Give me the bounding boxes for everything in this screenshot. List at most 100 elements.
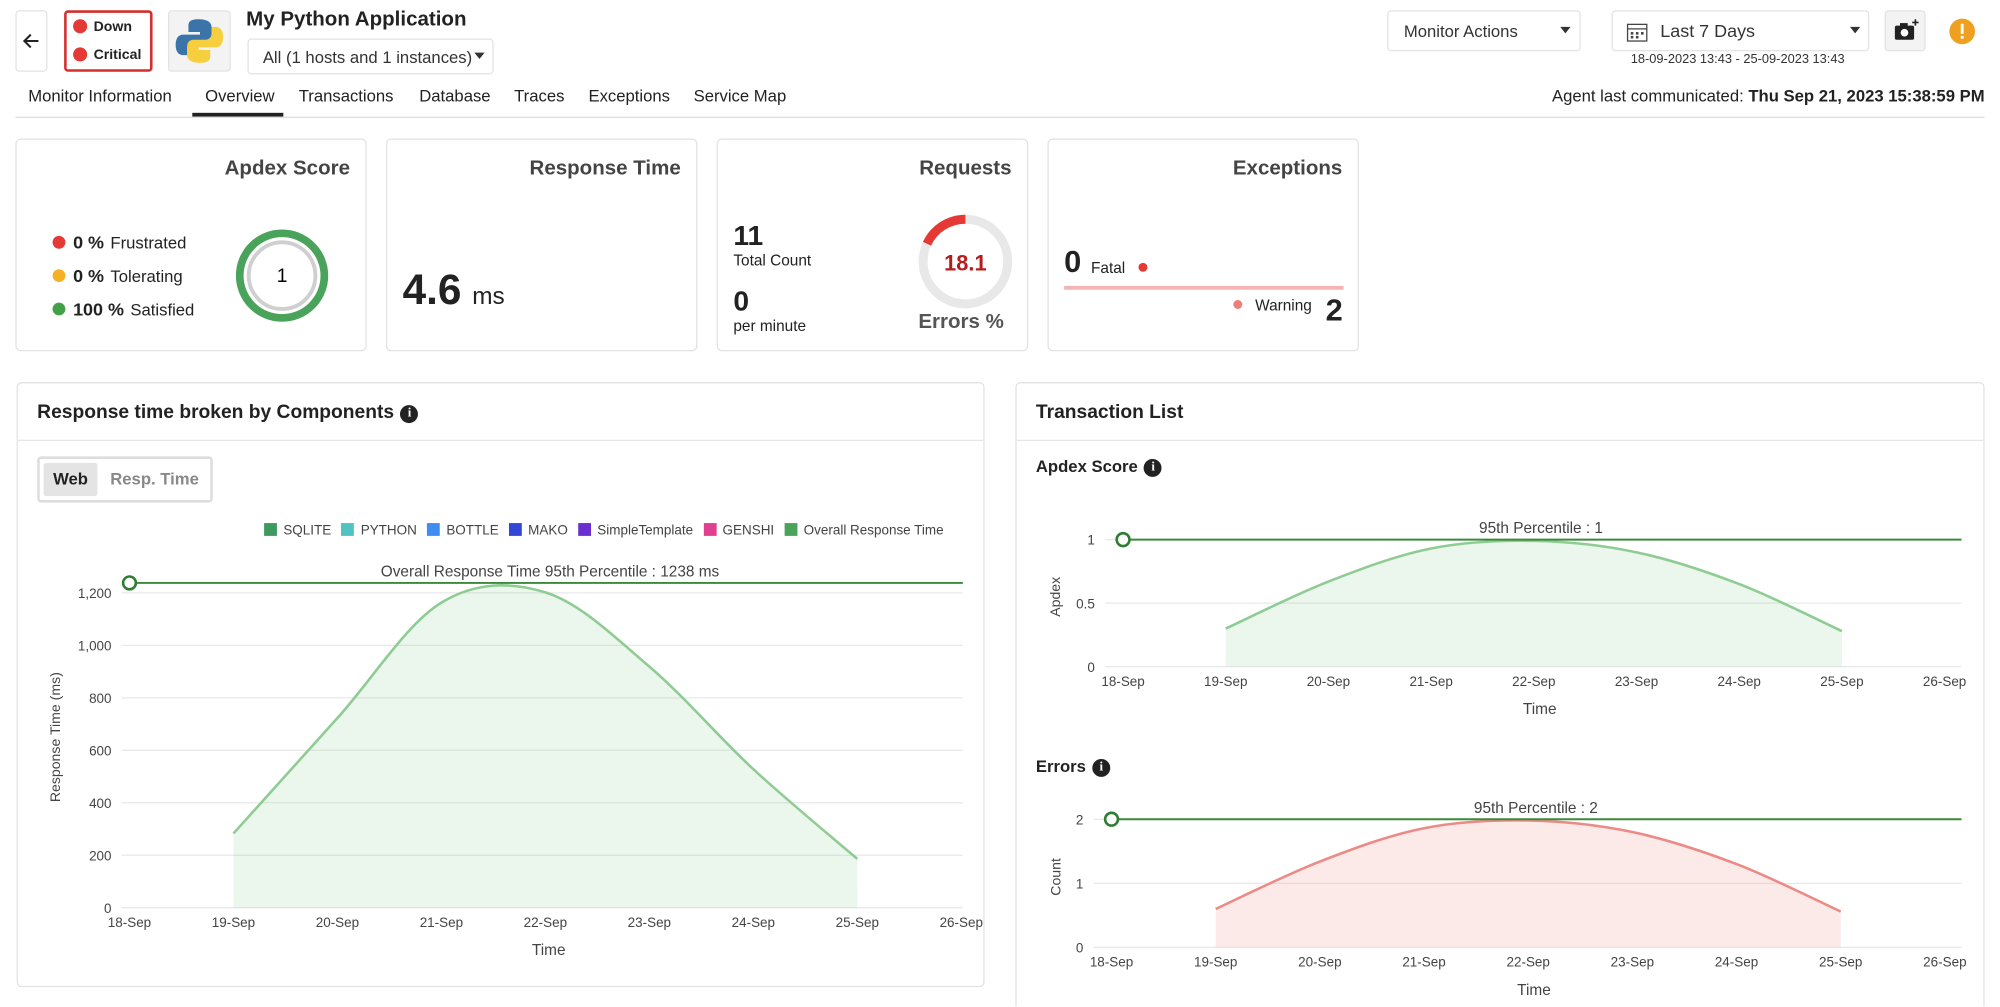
rate-label: per minute: [733, 316, 807, 335]
panel-header: Response time broken by Components i: [17, 383, 984, 442]
percentile-marker: [1103, 811, 1120, 827]
toggle-option[interactable]: Resp. Time: [110, 469, 199, 489]
calendar-icon: [1626, 23, 1648, 42]
monitor-actions[interactable]: Monitor Actions: [1387, 10, 1581, 52]
date-range: 18-09-2023 13:43 - 25-09-2023 13:43: [1630, 52, 1845, 67]
row-value: 100 %: [73, 298, 124, 320]
rate: 0: [733, 284, 750, 317]
response-value: 4.6 ms: [403, 265, 505, 314]
row-value: 0 %: [73, 232, 105, 253]
y-tick-label: 200: [89, 848, 111, 863]
warning-count: 2: [1325, 293, 1343, 329]
percentile-marker: [1115, 531, 1131, 548]
area: [233, 585, 858, 908]
card-title: Apdex Score: [224, 157, 350, 180]
x-tick-label: 19-Sep: [212, 915, 255, 930]
y-tick-label: 0.5: [1076, 596, 1095, 611]
x-tick-label: 26-Sep: [940, 915, 983, 930]
legend-swatch: [427, 523, 440, 536]
caret: [1849, 26, 1861, 34]
legend-swatch: [341, 523, 355, 536]
chart-heading: Errors i: [1035, 756, 1111, 777]
tab[interactable]: Database: [419, 85, 491, 106]
area: [1225, 540, 1842, 667]
legend: SQLITE PYTHON BOTTLE MAKO SimpleTemplate GENS…: [192, 523, 944, 539]
legend-item[interactable]: BOTTLE: [427, 523, 499, 538]
transactions-panel: Transaction List Apdex Score i Errors i: [1015, 382, 1985, 1007]
legend-label: MAKO: [528, 523, 568, 539]
x-tick-label: 26-Sep: [1923, 955, 1966, 970]
card-title: Exceptions: [1232, 157, 1343, 180]
legend-item[interactable]: SQLITE: [264, 523, 331, 538]
python-logo: [175, 19, 224, 63]
errors-donut: 18.1: [918, 214, 1013, 309]
info-icon[interactable]: i: [1092, 758, 1111, 777]
chart-heading: Apdex Score i: [1035, 456, 1163, 477]
row-label: Frustrated: [110, 233, 187, 253]
alert-icon[interactable]: [1949, 18, 1976, 45]
x-tick-label: 22-Sep: [524, 915, 567, 930]
y-tick-label: 1: [1076, 876, 1083, 891]
y-axis-title: Apdex: [1047, 577, 1063, 617]
heading-text: Errors: [1035, 756, 1086, 776]
apdex-row: 100 % Satisfied: [52, 298, 195, 320]
view-toggle: Web Resp. Time: [37, 456, 213, 503]
tab[interactable]: Exceptions: [588, 85, 670, 106]
app-title: My Python Application: [246, 8, 467, 31]
tab[interactable]: Transactions: [298, 85, 394, 106]
legend-item[interactable]: MAKO: [508, 523, 568, 539]
x-tick-label: 26-Sep: [1923, 674, 1966, 689]
errors-arc: [922, 214, 966, 246]
agent-info: Agent last communicated: Thu Sep 21, 202…: [1552, 86, 1985, 105]
instance-dropdown[interactable]: All (1 hosts and 1 instances): [247, 38, 494, 75]
x-axis-title: Time: [532, 942, 566, 959]
percentile-label: 95th Percentile : 2: [1474, 800, 1598, 817]
legend-item[interactable]: SimpleTemplate: [578, 523, 693, 538]
tab[interactable]: Monitor Information: [28, 85, 172, 106]
y-tick-label: 400: [89, 796, 111, 811]
y-tick-label: 0: [1087, 660, 1094, 675]
row-label: Satisfied: [130, 299, 195, 320]
apdex-card: Apdex Score 0 % Frustrated 0 % Tolerating 10…: [15, 138, 367, 352]
row-value: 0 %: [73, 265, 105, 286]
apdex-score: 1: [277, 266, 288, 287]
x-tick-label: 18-Sep: [1090, 955, 1133, 970]
toggle-option[interactable]: Web: [43, 462, 98, 497]
back-button[interactable]: [15, 10, 48, 72]
legend-label: Overall Response Time: [803, 523, 944, 539]
period-dropdown[interactable]: Last 7 Days: [1611, 10, 1870, 52]
legend-item[interactable]: Overall Response Time: [784, 523, 944, 539]
dropdown-text: Monitor Actions: [1403, 21, 1518, 42]
y-tick-label: 1,000: [78, 638, 112, 653]
legend-label: BOTTLE: [446, 523, 499, 539]
legend-item[interactable]: GENSHI: [703, 523, 774, 538]
response-card: Response Time 4.6 ms: [385, 138, 698, 352]
legend-label: SQLITE: [283, 523, 332, 539]
title-text: Response time broken by Components: [37, 401, 395, 424]
y-tick-label: 0: [1076, 941, 1083, 956]
status-box[interactable]: Down Critical: [64, 10, 153, 72]
heading-text: Apdex Score: [1035, 456, 1138, 476]
tab[interactable]: Traces: [514, 85, 565, 106]
dropdown-text: All (1 hosts and 1 instances): [262, 47, 473, 67]
tab[interactable]: Overview: [205, 85, 275, 106]
x-tick-label: 22-Sep: [1512, 674, 1555, 689]
legend-swatch: [264, 523, 277, 536]
legend-item[interactable]: PYTHON: [341, 523, 417, 538]
apdex-donut: 1: [235, 229, 329, 322]
snapshot-button[interactable]: [1884, 10, 1926, 52]
legend-swatch: [703, 523, 717, 536]
back-icon: [22, 33, 39, 49]
errors-value: 18.1: [944, 251, 986, 276]
x-tick-label: 25-Sep: [1819, 955, 1862, 970]
info-icon[interactable]: i: [400, 405, 419, 424]
tab[interactable]: Service Map: [693, 85, 787, 106]
x-tick-label: 20-Sep: [1307, 674, 1350, 689]
card-title: Response Time: [529, 157, 681, 180]
x-tick-label: 21-Sep: [1409, 674, 1452, 689]
camera-icon: [1894, 19, 1919, 40]
percentile-marker: [121, 575, 138, 591]
x-tick-label: 21-Sep: [1402, 955, 1445, 970]
info-icon[interactable]: i: [1144, 458, 1163, 477]
